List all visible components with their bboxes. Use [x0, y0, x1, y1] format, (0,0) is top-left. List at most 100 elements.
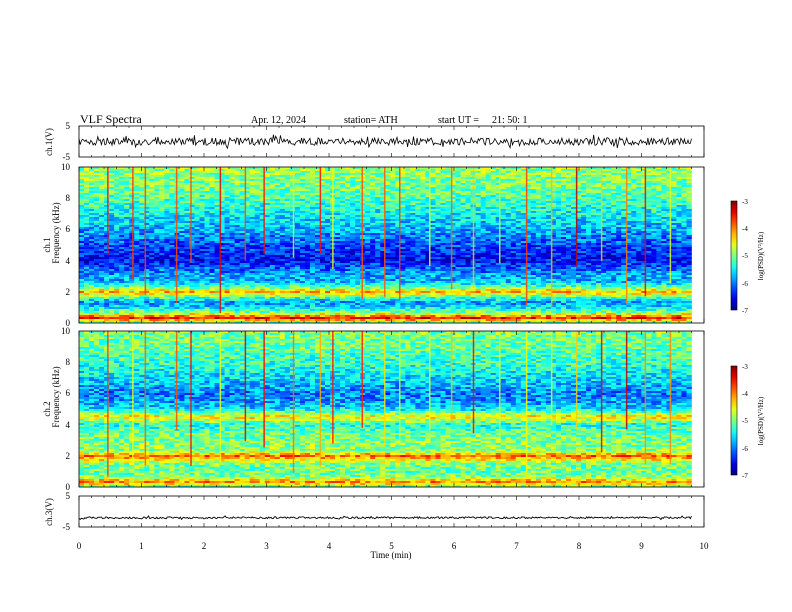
spectrogram-cell — [686, 233, 692, 236]
spectrogram-cell — [540, 223, 547, 226]
spectrogram-cell — [405, 237, 411, 240]
spectrogram-cell — [169, 219, 175, 222]
spectrogram-cell — [355, 223, 361, 226]
spectrogram-cell — [219, 199, 225, 202]
spectrogram-cell — [425, 203, 431, 206]
spectrogram-cell — [430, 235, 436, 238]
spectrogram-cell — [149, 231, 155, 234]
spectrogram-cell — [540, 197, 547, 200]
spectrogram-cell — [626, 207, 632, 210]
spectrogram-cell — [555, 169, 562, 172]
spectrogram-cell — [636, 209, 642, 212]
spectrogram-cell — [460, 189, 466, 192]
spectrogram-cell — [294, 237, 301, 240]
spectrogram-cell — [204, 179, 210, 182]
spectrogram-cell — [535, 203, 542, 206]
spectrogram-cell — [299, 177, 306, 180]
spectrogram-cell — [340, 233, 346, 236]
spectrogram-cell — [465, 199, 471, 202]
spectrogram-cell — [149, 189, 155, 192]
spectrogram-cell — [460, 183, 466, 186]
spectrogram-cell — [606, 223, 612, 226]
spectrogram-cell — [264, 199, 271, 202]
spectrogram-cell — [485, 167, 491, 170]
spectrogram-cell — [646, 201, 652, 204]
spectrogram-cell — [485, 207, 491, 210]
spectrogram-cell — [370, 185, 376, 188]
spectrogram-cell — [465, 239, 471, 242]
spectrogram-cell — [189, 205, 195, 208]
spectrogram-cell — [194, 223, 200, 226]
spectrogram-cell — [124, 243, 130, 246]
spectrogram-cell — [340, 213, 346, 216]
spectrogram-cell — [520, 235, 527, 238]
spectrogram-cell — [149, 239, 155, 242]
spectrogram-cell — [229, 217, 235, 220]
spectrogram-cell — [214, 239, 220, 242]
spectrogram-cell — [545, 205, 552, 208]
spectrogram-cell — [144, 191, 150, 194]
spectrogram-cell — [365, 203, 371, 206]
spectrogram-cell — [445, 235, 451, 238]
spectrogram-cell — [149, 197, 155, 200]
spectrogram-cell — [164, 215, 170, 218]
spectrogram-cell — [465, 235, 471, 238]
spectrogram-cell — [631, 169, 637, 172]
spectrogram-cell — [686, 207, 692, 210]
spectrogram-cell — [129, 171, 135, 174]
spectrogram-cell — [606, 177, 612, 180]
spectrogram-cell — [525, 175, 532, 178]
spectrogram-cell — [335, 193, 341, 196]
spectrogram-cell — [555, 201, 562, 204]
spectrogram-cell — [576, 203, 582, 206]
spectrogram-cell — [144, 179, 150, 182]
spectrogram-cell — [460, 207, 466, 210]
spectrogram-cell — [99, 235, 105, 238]
spectrogram-cell — [666, 171, 672, 174]
spectrogram-cell — [99, 219, 105, 222]
spectrogram-cell — [540, 171, 547, 174]
spectrogram-cell — [259, 223, 266, 226]
spectrogram-cell — [204, 229, 210, 232]
spectrogram-cell — [671, 229, 677, 232]
spectrogram-cell — [565, 185, 572, 188]
spectrogram-cell — [259, 189, 266, 192]
spectrogram-cell — [340, 183, 346, 186]
spectrogram-cell — [94, 181, 100, 184]
spectrogram-cell — [365, 233, 371, 236]
spectrogram-cell — [229, 191, 235, 194]
spectrogram-cell — [601, 237, 607, 240]
spectrogram-cell — [420, 235, 426, 238]
spectrogram-cell — [159, 209, 165, 212]
spectrogram-cell — [214, 231, 220, 234]
spectrogram-cell — [545, 229, 552, 232]
spectrogram-cell — [510, 223, 517, 226]
spectrogram-cell — [234, 187, 240, 190]
spectrogram-cell — [114, 187, 120, 190]
spectrogram-cell — [500, 201, 507, 204]
spectrogram-cell — [656, 197, 662, 200]
spectrogram-cell — [274, 171, 281, 174]
spectrogram-cell — [264, 245, 271, 248]
spectrogram-cell — [124, 219, 130, 222]
spectrogram-cell — [229, 171, 235, 174]
spectrogram-cell — [631, 219, 637, 222]
spectrogram-cell — [581, 209, 587, 212]
spectrogram-cell — [104, 171, 110, 174]
spectrogram-cell — [294, 245, 301, 248]
spectrogram-cell — [229, 231, 235, 234]
spectrogram-cell — [676, 187, 682, 190]
spectrogram-cell — [465, 213, 471, 216]
spectrogram-cell — [565, 197, 572, 200]
spectrogram-cell — [345, 207, 351, 210]
spectrogram-cell — [309, 215, 316, 218]
spectrogram-cell — [611, 239, 617, 242]
spectrogram-cell — [94, 241, 100, 244]
spectrogram-cell — [475, 209, 481, 212]
spectrogram-cell — [204, 189, 210, 192]
spectrogram-cell — [500, 237, 507, 240]
spectrogram-cell — [370, 211, 376, 214]
spectrogram-cell — [626, 181, 632, 184]
spectrogram-cell — [430, 175, 436, 178]
spectrogram-cell — [340, 167, 346, 170]
